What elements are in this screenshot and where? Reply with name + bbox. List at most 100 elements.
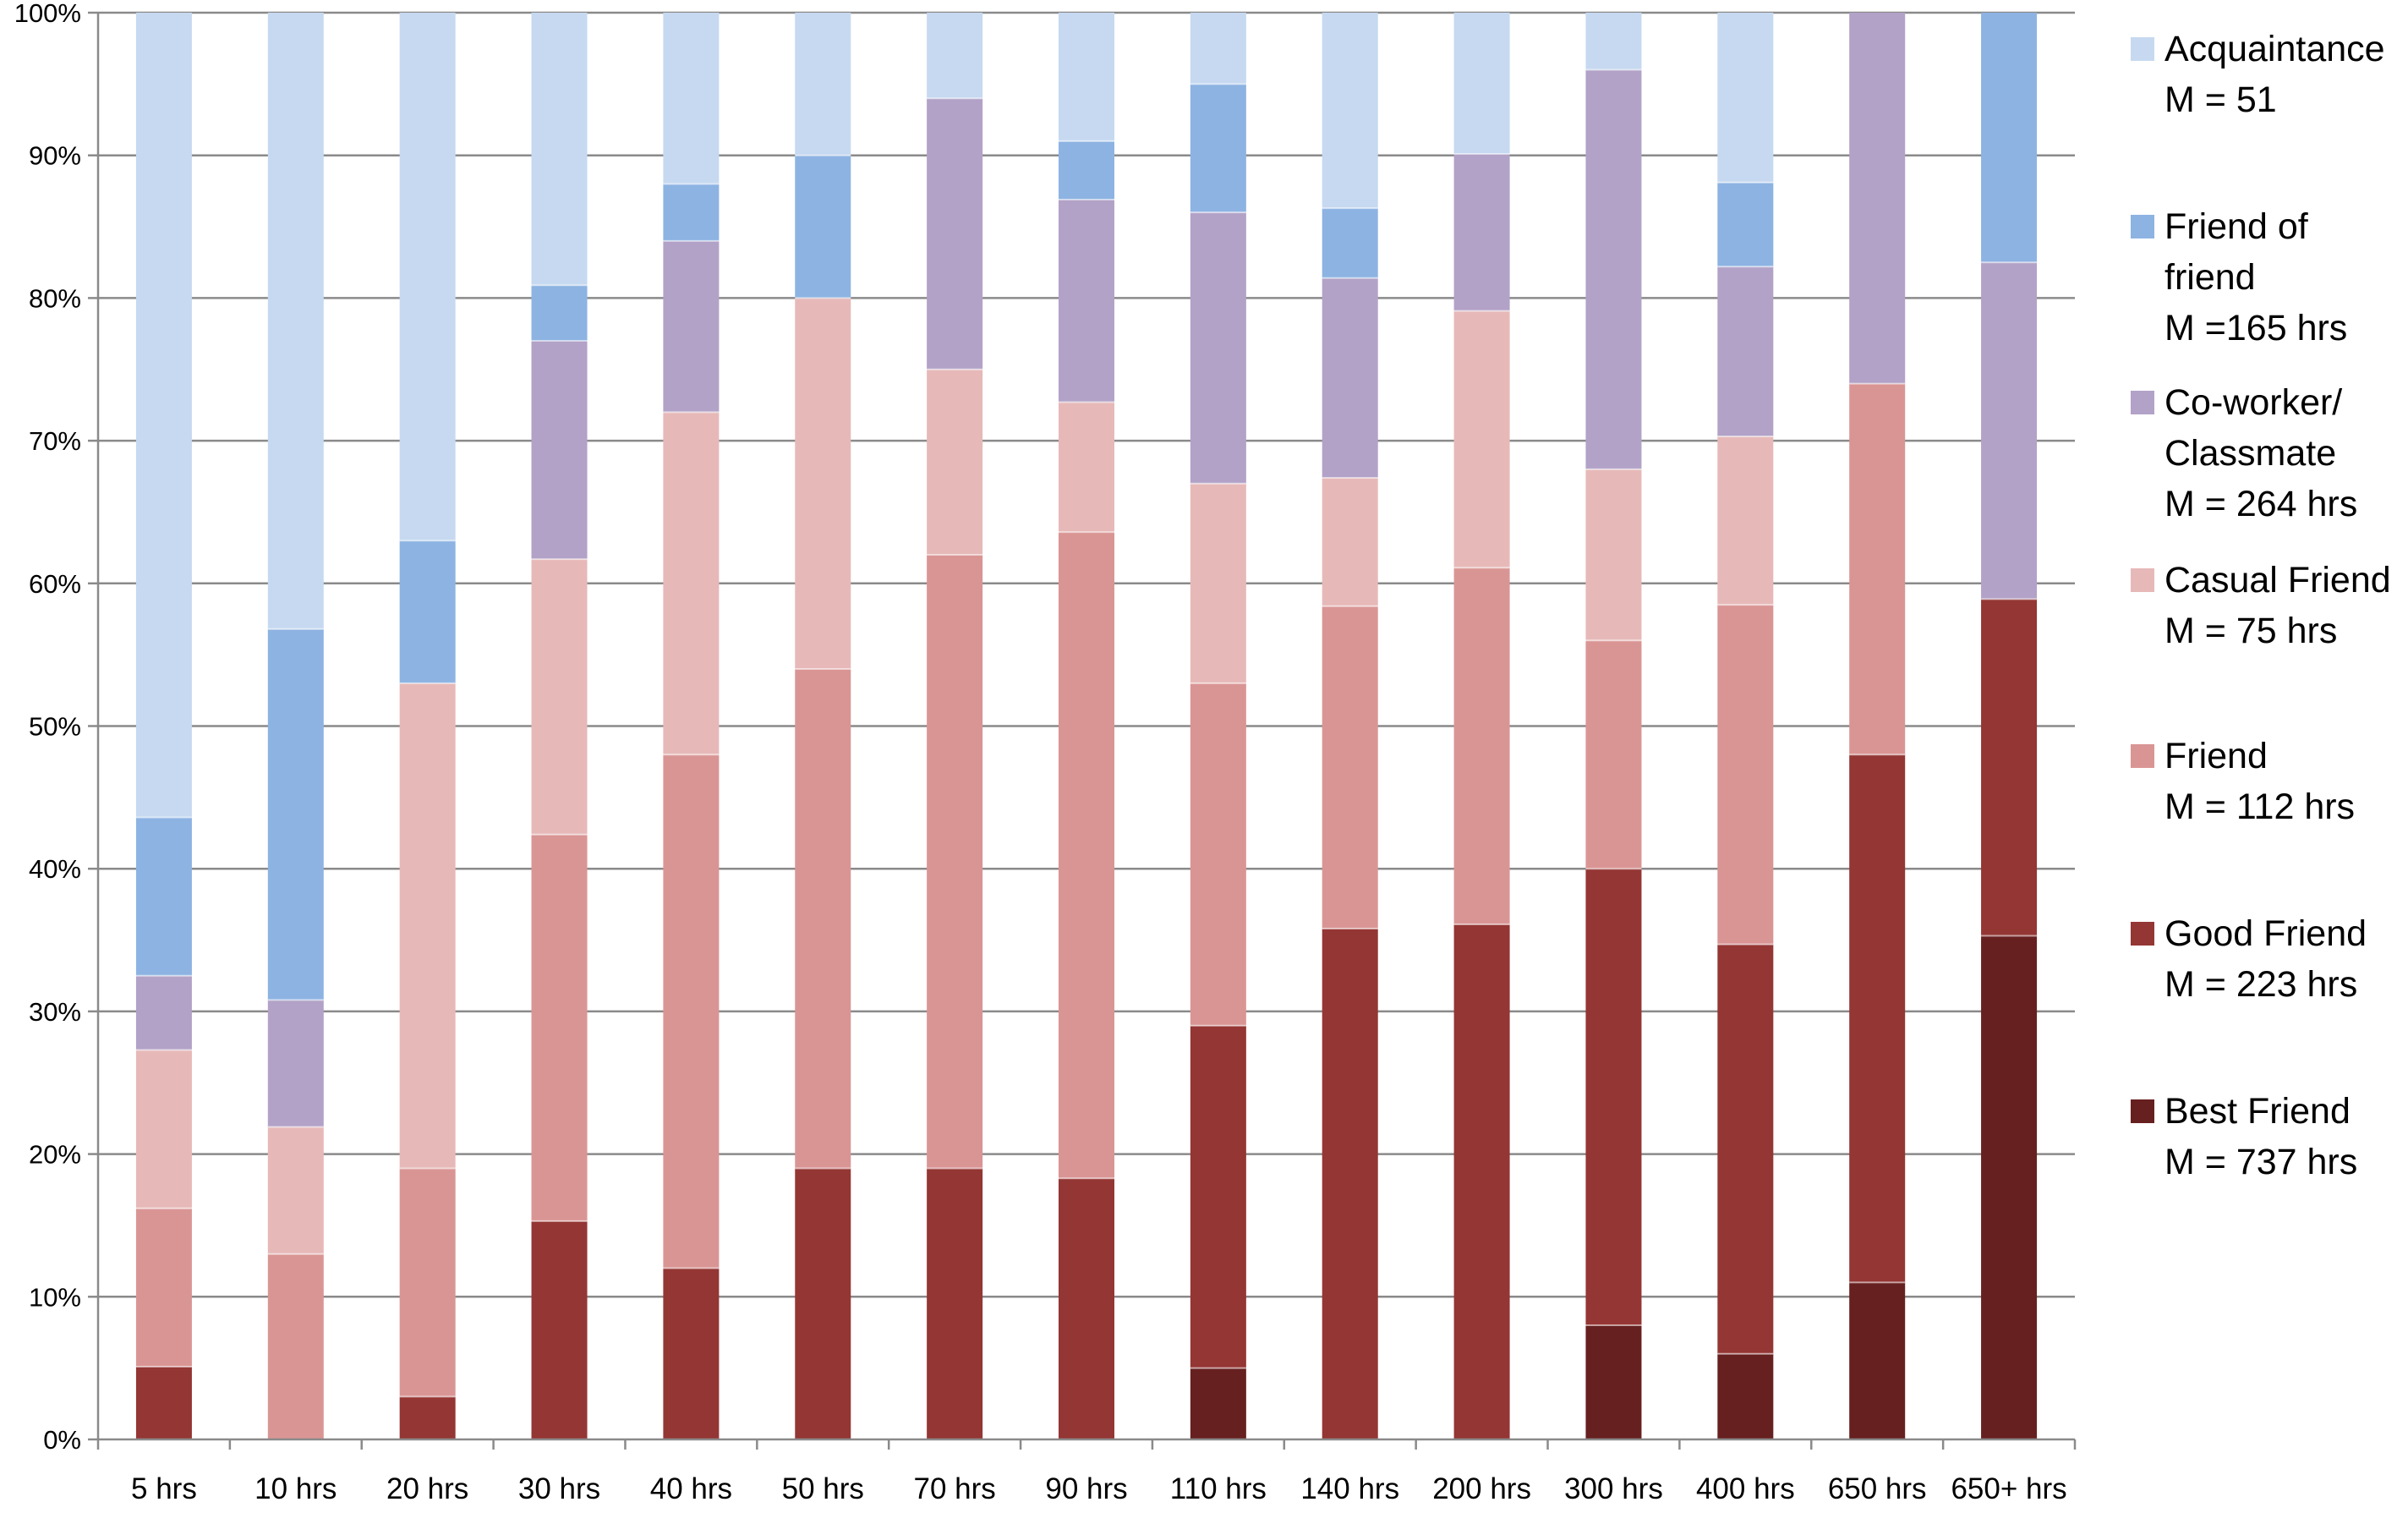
legend-swatch-friend (2131, 744, 2154, 768)
bar-co-worker-classmate-90-hrs (1059, 199, 1114, 403)
y-tick-label: 30% (29, 997, 81, 1027)
bar-co-worker-classmate-650-hrs (1981, 262, 2038, 600)
legend-swatch-best-friend (2131, 1099, 2154, 1123)
legend-mean-friend-of-friend: M =165 hrs (2164, 308, 2347, 348)
bar-good-friend-650-hrs (1849, 754, 1906, 1283)
bar-casual-friend-400-hrs (1717, 436, 1774, 606)
y-tick-label: 90% (29, 141, 81, 171)
legend-label-casual-friend: Casual Friend (2164, 560, 2391, 600)
bar-casual-friend-300-hrs (1585, 469, 1642, 641)
y-tick-label: 100% (14, 0, 81, 28)
bar-co-worker-classmate-40-hrs (663, 240, 720, 413)
bar-friend-300-hrs (1585, 640, 1642, 869)
bar-casual-friend-30-hrs (531, 559, 588, 835)
bar-acquaintance-50-hrs (795, 13, 851, 156)
bar-friend-110-hrs (1190, 682, 1246, 1026)
bar-friend-of-friend-110-hrs (1190, 84, 1246, 213)
y-tick-label: 40% (29, 854, 81, 884)
bar-co-worker-classmate-110-hrs (1190, 212, 1246, 484)
y-tick-label: 0% (43, 1425, 81, 1455)
bar-friend-5-hrs (135, 1208, 192, 1367)
legend-swatch-co-worker-classmate (2131, 391, 2154, 414)
legend-label-co-worker-classmate: Co-worker/ (2164, 382, 2342, 423)
bar-best-friend-650-hrs (1849, 1282, 1906, 1439)
y-tick-label: 50% (29, 712, 81, 742)
axes: 0% 10% 20% 30% 40% 50% 60% 70% 80% 90% 100% 5 hrs 10… (14, 0, 2077, 1505)
legend-mean-good-friend: M = 223 hrs (2164, 964, 2357, 1005)
legend-label-acquaintance: Acquaintance (2164, 29, 2385, 69)
bar-friend-650-hrs (1849, 383, 1906, 755)
bar-good-friend-20-hrs (399, 1396, 456, 1439)
bar-co-worker-classmate-650-hrs (1849, 13, 1906, 384)
bar-good-friend-90-hrs (1059, 1178, 1114, 1439)
bars (135, 13, 2038, 1439)
x-tick-label: 650 hrs (1828, 1472, 1927, 1505)
bar-casual-friend-90-hrs (1059, 402, 1114, 533)
x-tick-label: 70 hrs (913, 1472, 995, 1505)
bar-co-worker-classmate-200-hrs (1453, 154, 1510, 311)
bar-acquaintance-140-hrs (1322, 13, 1378, 209)
x-tick-label: 650+ hrs (1951, 1472, 2066, 1505)
bar-acquaintance-30-hrs (531, 13, 588, 286)
legend-swatch-good-friend (2131, 922, 2154, 946)
x-tick-label: 140 hrs (1300, 1472, 1399, 1505)
bar-acquaintance-110-hrs (1190, 13, 1246, 85)
bar-friend-20-hrs (399, 1168, 456, 1397)
y-tick-label: 70% (29, 426, 81, 456)
bar-friend-200-hrs (1453, 567, 1510, 924)
bar-friend-140-hrs (1322, 606, 1378, 929)
y-tick-label: 20% (29, 1140, 81, 1170)
bar-best-friend-110-hrs (1190, 1368, 1246, 1439)
bar-good-friend-50-hrs (795, 1168, 851, 1439)
legend-mean-best-friend: M = 737 hrs (2164, 1142, 2357, 1182)
bar-friend-of-friend-20-hrs (399, 540, 456, 683)
x-tick-label: 5 hrs (131, 1472, 197, 1505)
legend-mean-casual-friend: M = 75 hrs (2164, 611, 2337, 651)
legend-label-co-worker-classmate: Classmate (2164, 433, 2336, 474)
bar-friend-90-hrs (1059, 532, 1114, 1179)
bar-casual-friend-20-hrs (399, 682, 456, 1169)
bar-friend-of-friend-30-hrs (531, 285, 588, 342)
x-tick-label: 110 hrs (1170, 1472, 1267, 1505)
legend-swatch-friend-of-friend (2131, 215, 2154, 238)
bar-good-friend-110-hrs (1190, 1025, 1246, 1368)
bar-co-worker-classmate-400-hrs (1717, 266, 1774, 437)
x-tick-label: 50 hrs (782, 1472, 864, 1505)
bar-acquaintance-90-hrs (1059, 13, 1114, 141)
bar-casual-friend-200-hrs (1453, 310, 1510, 568)
legend-label-friend-of-friend: friend (2164, 257, 2256, 298)
x-tick-label: 200 hrs (1432, 1472, 1531, 1505)
legend-swatch-acquaintance (2131, 37, 2154, 61)
x-tick-label: 400 hrs (1696, 1472, 1795, 1505)
y-tick-label: 60% (29, 569, 81, 599)
bar-good-friend-400-hrs (1717, 944, 1774, 1354)
bar-acquaintance-5-hrs (135, 13, 192, 818)
bar-casual-friend-40-hrs (663, 412, 720, 755)
bar-friend-40-hrs (663, 754, 720, 1269)
bar-friend-10-hrs (267, 1253, 324, 1439)
y-tick-label: 80% (29, 283, 81, 313)
bar-friend-70-hrs (927, 555, 983, 1169)
bar-casual-friend-10-hrs (267, 1127, 324, 1254)
bar-acquaintance-10-hrs (267, 13, 324, 629)
bar-casual-friend-50-hrs (795, 298, 851, 670)
bar-co-worker-classmate-10-hrs (267, 1000, 324, 1127)
bar-good-friend-70-hrs (927, 1168, 983, 1439)
bar-friend-of-friend-400-hrs (1717, 182, 1774, 267)
bar-friend-of-friend-40-hrs (663, 184, 720, 241)
legend-mean-acquaintance: M = 51 (2164, 79, 2277, 120)
bar-casual-friend-5-hrs (135, 1050, 192, 1209)
bar-best-friend-400-hrs (1717, 1353, 1774, 1439)
bar-good-friend-200-hrs (1453, 924, 1510, 1439)
legend-swatch-casual-friend (2131, 568, 2154, 592)
bar-good-friend-40-hrs (663, 1268, 720, 1439)
bar-friend-400-hrs (1717, 605, 1774, 945)
bar-co-worker-classmate-70-hrs (927, 98, 983, 370)
bar-good-friend-5-hrs (135, 1366, 192, 1439)
bar-acquaintance-70-hrs (927, 13, 983, 99)
bar-co-worker-classmate-140-hrs (1322, 277, 1378, 478)
x-tick-label: 30 hrs (518, 1472, 600, 1505)
bar-friend-of-friend-90-hrs (1059, 140, 1114, 200)
